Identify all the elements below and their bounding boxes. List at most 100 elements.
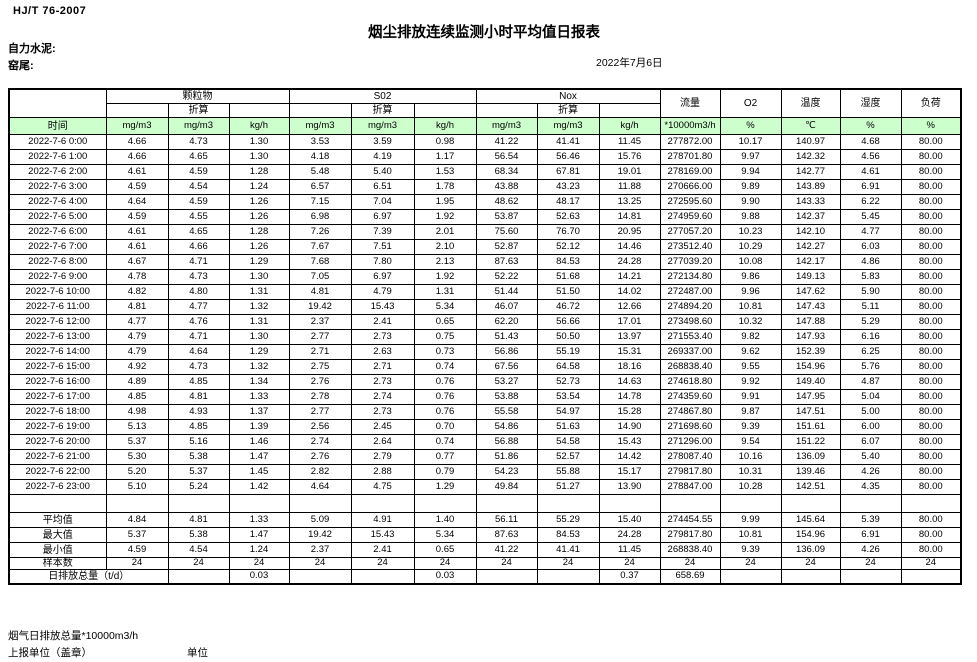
- value-cell: 1.17: [413, 149, 477, 165]
- summary-value-cell: 24: [659, 557, 721, 570]
- value-cell: 139.46: [780, 464, 841, 480]
- unit-header: %: [900, 117, 962, 135]
- value-cell: 142.17: [780, 254, 841, 270]
- value-cell: 4.67: [105, 254, 169, 270]
- value-cell: 4.59: [105, 209, 169, 225]
- unit-header: %: [839, 117, 902, 135]
- value-cell: 4.26: [839, 464, 902, 480]
- value-cell: 0.76: [413, 389, 477, 405]
- value-cell: 15.76: [598, 149, 661, 165]
- value-cell: 15.31: [598, 344, 661, 360]
- value-cell: 17.01: [598, 314, 661, 330]
- value-cell: 2.64: [350, 434, 415, 450]
- time-cell: 2022-7-6 17:00: [8, 389, 107, 405]
- company-label: 自力水泥:: [8, 43, 56, 55]
- blank-cell: [780, 494, 841, 513]
- column-group-header: Nox: [475, 88, 661, 104]
- summary-value-cell: 136.09: [780, 542, 841, 558]
- value-cell: 5.00: [839, 404, 902, 420]
- value-cell: 15.17: [598, 464, 661, 480]
- unit-header: mg/m3: [350, 117, 415, 135]
- value-cell: 1.47: [228, 449, 290, 465]
- value-cell: 80.00: [900, 239, 962, 255]
- value-cell: 80.00: [900, 209, 962, 225]
- value-cell: 278087.40: [659, 449, 721, 465]
- time-cell: 2022-7-6 4:00: [8, 194, 107, 210]
- value-cell: 6.91: [839, 179, 902, 195]
- table-row: 2022-7-6 23:00 5.10 5.24 1.42 4.64 4.75 1.29 49…: [8, 479, 962, 495]
- value-cell: 4.66: [167, 239, 230, 255]
- value-cell: 2.41: [350, 314, 415, 330]
- value-cell: 271698.60: [659, 419, 721, 435]
- column-group-header: 颗粒物: [105, 88, 290, 104]
- value-cell: 10.28: [719, 479, 782, 495]
- summary-value-cell: 24: [598, 557, 661, 570]
- value-cell: 1.33: [228, 389, 290, 405]
- value-cell: 1.29: [413, 479, 477, 495]
- value-cell: 11.45: [598, 134, 661, 150]
- value-cell: 0.76: [413, 404, 477, 420]
- value-cell: 80.00: [900, 389, 962, 405]
- unit-header: %: [719, 117, 782, 135]
- value-cell: 4.81: [167, 389, 230, 405]
- value-cell: 2.82: [288, 464, 352, 480]
- value-cell: 277057.20: [659, 224, 721, 240]
- time-cell: 2022-7-6 16:00: [8, 374, 107, 390]
- summary-value-cell: 4.26: [839, 542, 902, 558]
- value-cell: 4.77: [839, 224, 902, 240]
- value-cell: 5.30: [105, 449, 169, 465]
- value-cell: 80.00: [900, 374, 962, 390]
- subheader-spacer: [228, 103, 290, 118]
- value-cell: 142.27: [780, 239, 841, 255]
- value-cell: 4.85: [105, 389, 169, 405]
- table-row: 2022-7-6 8:00 4.67 4.71 1.29 7.68 7.80 2.13 87.…: [8, 254, 962, 270]
- value-cell: 80.00: [900, 164, 962, 180]
- summary-value-cell: [288, 569, 352, 584]
- column-group-header: 温度: [780, 88, 841, 118]
- value-cell: 14.46: [598, 239, 661, 255]
- value-cell: 273512.40: [659, 239, 721, 255]
- summary-label: 最小值: [8, 542, 107, 558]
- summary-value-cell: [475, 569, 538, 584]
- report-table: 颗粒物 S02 Nox 流量 O2 温度 湿度 负荷 折算 折算 折算 时间 mg/m3 mg/m3 kg/…: [8, 88, 963, 585]
- summary-value-cell: 1.47: [228, 527, 290, 543]
- value-cell: 54.58: [536, 434, 600, 450]
- value-cell: 51.50: [536, 284, 600, 300]
- value-cell: 52.87: [475, 239, 538, 255]
- value-cell: 80.00: [900, 464, 962, 480]
- time-column-header: 时间: [8, 117, 107, 135]
- value-cell: 80.00: [900, 194, 962, 210]
- flue-gas-total-label: 烟气日排放总量*10000m3/h: [8, 630, 139, 642]
- value-cell: 4.65: [167, 149, 230, 165]
- value-cell: 4.64: [288, 479, 352, 495]
- table-row: 2022-7-6 18:00 4.98 4.93 1.37 2.77 2.73 0.76 55…: [8, 404, 962, 420]
- summary-value-cell: 24: [167, 557, 230, 570]
- value-cell: 270666.00: [659, 179, 721, 195]
- value-cell: 2.79: [350, 449, 415, 465]
- value-cell: 9.91: [719, 389, 782, 405]
- value-cell: 154.96: [780, 359, 841, 375]
- time-cell: 2022-7-6 15:00: [8, 359, 107, 375]
- value-cell: 4.81: [105, 299, 169, 315]
- value-cell: 4.68: [839, 134, 902, 150]
- time-cell: 2022-7-6 22:00: [8, 464, 107, 480]
- time-cell: 2022-7-6 14:00: [8, 344, 107, 360]
- value-cell: 7.26: [288, 224, 352, 240]
- summary-value-cell: 80.00: [900, 512, 962, 528]
- time-cell: 2022-7-6 20:00: [8, 434, 107, 450]
- value-cell: 149.40: [780, 374, 841, 390]
- value-cell: 0.79: [413, 464, 477, 480]
- value-cell: 80.00: [900, 149, 962, 165]
- table-row: 2022-7-6 6:00 4.61 4.65 1.28 7.26 7.39 2.01 75.…: [8, 224, 962, 240]
- value-cell: 2.01: [413, 224, 477, 240]
- value-cell: 2.71: [350, 359, 415, 375]
- value-cell: 278701.80: [659, 149, 721, 165]
- value-cell: 7.05: [288, 269, 352, 285]
- value-cell: 51.86: [475, 449, 538, 465]
- summary-value-cell: 41.22: [475, 542, 538, 558]
- summary-value-cell: 1.24: [228, 542, 290, 558]
- value-cell: 7.67: [288, 239, 352, 255]
- value-cell: 7.51: [350, 239, 415, 255]
- unit-header: mg/m3: [475, 117, 538, 135]
- summary-value-cell: 24: [350, 557, 415, 570]
